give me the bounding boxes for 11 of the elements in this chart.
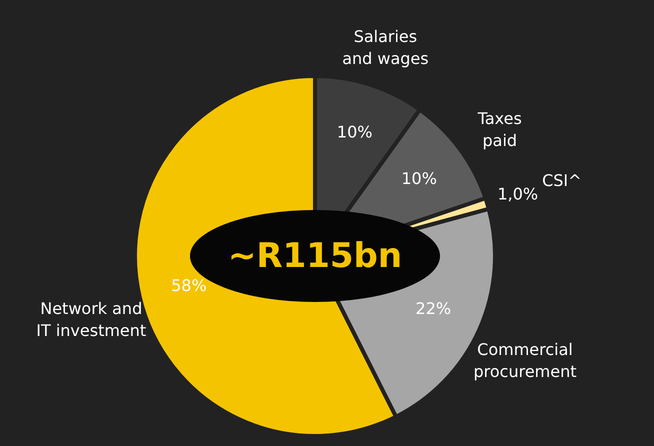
slice-label: Commercial procurement xyxy=(474,340,577,381)
slice-label: Salaries and wages xyxy=(342,27,429,68)
slice-label: Network and IT investment xyxy=(36,299,146,340)
data-label: 10% xyxy=(401,168,437,188)
text: ~R115bn xyxy=(228,236,402,276)
data-label: 10% xyxy=(336,122,372,142)
slice-label: CSI^ xyxy=(542,170,582,190)
data-label: 58% xyxy=(171,276,207,295)
slice-label: Taxes paid xyxy=(476,109,522,150)
data-label: 22% xyxy=(416,298,452,318)
data-label: 1,0% xyxy=(497,184,538,204)
